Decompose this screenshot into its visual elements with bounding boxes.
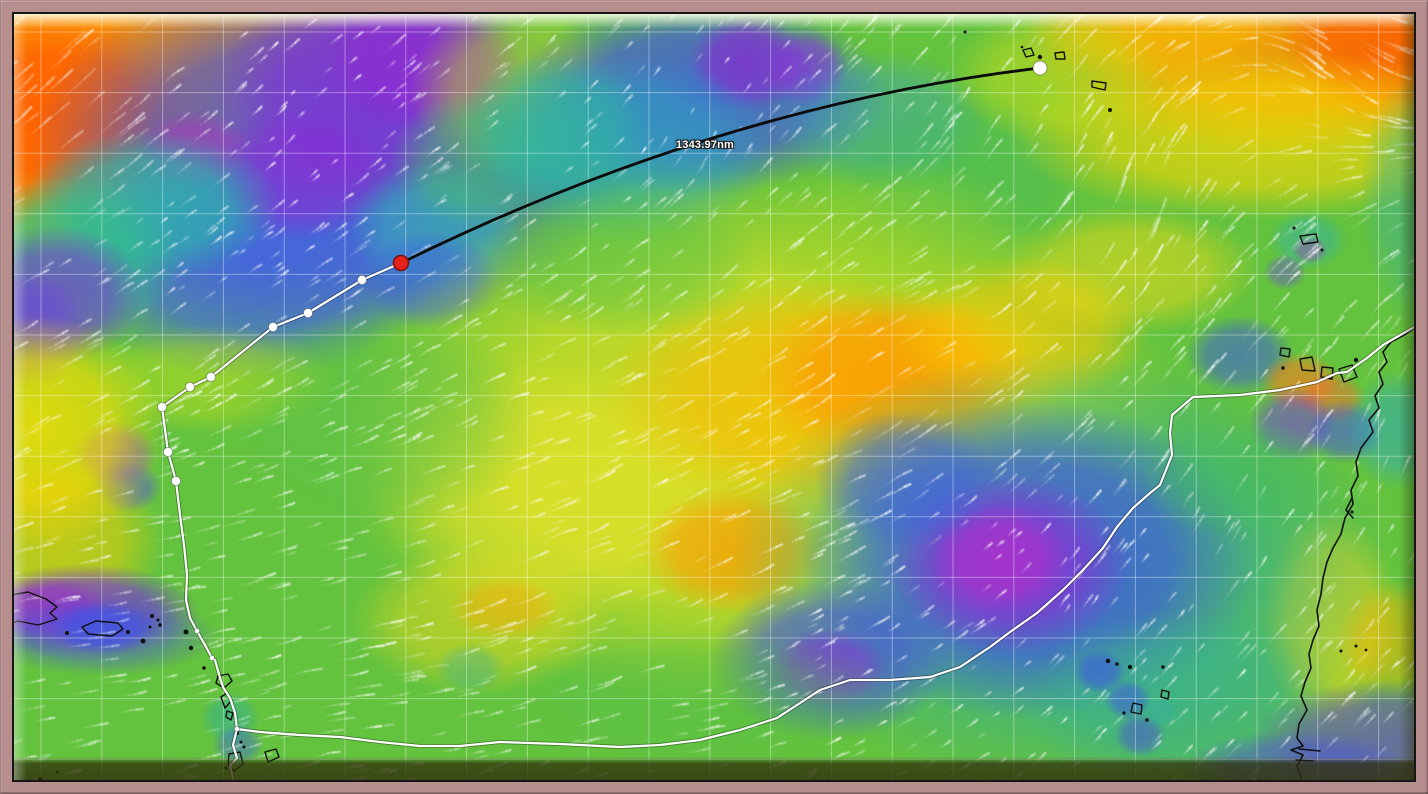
island-outline [1054, 51, 1066, 60]
track-vertex-dot[interactable] [208, 655, 215, 662]
island-outline [215, 673, 233, 689]
island-outline [14, 591, 58, 626]
route-waypoint[interactable] [267, 321, 279, 333]
islet-dot [202, 666, 206, 670]
islet-dot [140, 638, 146, 644]
islet-dot [1108, 108, 1112, 112]
islet-dot [1127, 664, 1133, 670]
islet-dot [1115, 662, 1119, 666]
route-waypoint[interactable] [162, 446, 174, 458]
coastline-detail [1345, 497, 1354, 519]
wind-field-canvas [14, 14, 1414, 780]
islet-dot [1354, 644, 1358, 648]
track-vertex-dot[interactable] [233, 726, 240, 733]
island-outline [1299, 356, 1316, 372]
destination-marker[interactable] [1032, 60, 1048, 76]
islet-dot [150, 614, 154, 618]
measurement-line[interactable] [399, 66, 1042, 265]
islet-dot [242, 745, 246, 749]
islet-dot [148, 625, 152, 629]
islet-dot [1020, 45, 1024, 49]
island-outline [1160, 689, 1170, 700]
island-outline [264, 748, 280, 763]
islet-dot [183, 629, 189, 635]
islet-dot [1339, 649, 1343, 653]
island-outline [1091, 80, 1107, 91]
islet-dot [1145, 718, 1149, 722]
islet-dot [1161, 665, 1165, 669]
island-outline [225, 710, 234, 721]
islet-dot [188, 645, 194, 651]
islet-dot [1281, 366, 1285, 370]
islet-dot [963, 30, 967, 34]
islet-dot [1122, 711, 1126, 715]
route-waypoint[interactable] [302, 307, 314, 319]
route-waypoint[interactable] [356, 274, 368, 286]
islet-dot [158, 623, 162, 627]
islet-dot [156, 618, 160, 622]
wind-map-viewport[interactable]: 1343.97nm [12, 12, 1416, 782]
route-waypoint[interactable] [184, 381, 196, 393]
route-waypoint[interactable] [156, 401, 168, 413]
island-outline [1320, 366, 1334, 380]
island-outline [1279, 347, 1291, 358]
island-outline [1338, 364, 1358, 383]
current-position-marker[interactable] [392, 254, 410, 272]
islet-dot [126, 630, 130, 634]
islet-dot [1350, 510, 1354, 514]
islet-dot [1364, 648, 1368, 652]
africa-coastline [1290, 327, 1414, 780]
distance-label: 1343.97nm [675, 139, 735, 151]
islet-dot [1292, 226, 1296, 230]
map-overlay-svg [14, 14, 1414, 780]
coastline-detail [1295, 759, 1314, 762]
overlay-root [14, 14, 1414, 780]
islet-dot [1353, 357, 1359, 363]
route-waypoint[interactable] [205, 371, 217, 383]
islet-dot [1105, 658, 1111, 664]
islet-dot [1037, 54, 1043, 60]
boat-track-shadow [160, 261, 1414, 749]
island-outline [1130, 702, 1143, 715]
track-vertex-dot[interactable] [193, 628, 200, 635]
islet-dot [1320, 248, 1324, 252]
islet-dot [65, 631, 69, 635]
island-outline [81, 620, 124, 637]
boat-track[interactable] [160, 261, 1414, 749]
island-outline [1299, 233, 1319, 245]
route-waypoint[interactable] [170, 475, 182, 487]
islet-dot [224, 766, 228, 770]
islet-dot [239, 740, 243, 744]
coastline-detail [1298, 748, 1321, 752]
island-outline [1022, 47, 1035, 58]
islet-dot [55, 770, 59, 774]
